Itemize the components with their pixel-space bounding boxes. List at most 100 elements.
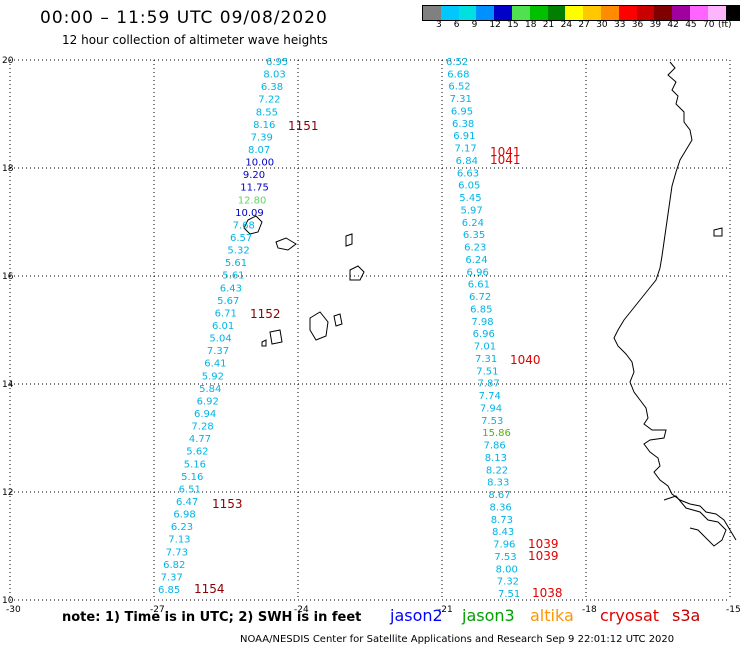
- map-subtitle: 12 hour collection of altimeter wave hei…: [62, 33, 328, 47]
- wave-height-value: 5.67: [217, 296, 239, 307]
- pass-time-label: 1041: [490, 145, 521, 159]
- island-7: [269, 329, 283, 345]
- wave-height-value: 8.03: [263, 70, 285, 81]
- wave-height-value: 6.24: [465, 255, 487, 266]
- legend-swatch: [672, 6, 690, 20]
- wave-height-value: 6.92: [197, 396, 219, 407]
- pass-time-label: 1154: [194, 582, 225, 596]
- island-8: [261, 339, 267, 347]
- legend-swatch: [529, 6, 548, 20]
- wave-height-value: 5.84: [199, 384, 221, 395]
- pass-time-label: 1039: [528, 537, 559, 551]
- legend-swatch: [583, 6, 601, 20]
- pass-time-label: 1038: [532, 586, 563, 600]
- wave-height-value: 11.75: [240, 183, 269, 194]
- legend-unit: (ft): [718, 20, 732, 30]
- wave-height-value: 6.96: [473, 329, 495, 340]
- wave-height-value: 5.32: [227, 246, 249, 257]
- wave-height-value: 7.87: [477, 379, 499, 390]
- island-4: [349, 265, 365, 281]
- wave-height-value: 5.16: [181, 472, 203, 483]
- legend-swatch: [458, 6, 477, 20]
- wave-height-value: 7.51: [476, 366, 498, 377]
- wave-height-value: 5.45: [459, 193, 481, 204]
- island-1: [243, 215, 263, 235]
- y-tick-label: 18: [2, 164, 14, 174]
- wave-height-value: 6.05: [458, 181, 480, 192]
- legend-swatch: [547, 6, 566, 20]
- legend-label: 39: [649, 20, 662, 30]
- legend-swatch: [494, 6, 512, 20]
- legend-label: 36: [631, 20, 644, 30]
- wave-height-value: 8.22: [486, 465, 508, 476]
- wave-height-value: 7.31: [450, 94, 472, 105]
- wave-height-value: 6.85: [158, 585, 180, 596]
- wave-height-value: 8.13: [485, 453, 507, 464]
- wave-height-value: 6.24: [462, 218, 484, 229]
- x-tick-label: -24: [294, 605, 309, 615]
- wave-height-value: 10.09: [235, 208, 264, 219]
- wave-height-value: 6.41: [204, 359, 226, 370]
- legend-swatch: [511, 6, 530, 20]
- legend-swatch: [423, 6, 441, 20]
- wave-height-value: 8.36: [490, 502, 512, 513]
- y-tick-label: 10: [2, 596, 14, 606]
- x-tick-label: -27: [150, 605, 165, 615]
- track-a-values: 6.95 8.036.38 7.228.55 8.167.39 8.07 10.009.2…: [158, 57, 288, 596]
- wave-height-value: 6.51: [179, 484, 201, 495]
- legend-label: 45: [685, 20, 697, 30]
- island-3: [345, 233, 353, 247]
- wave-height-value: 7.31: [475, 354, 497, 365]
- footer-credit: NOAA/NESDIS Center for Satellite Applica…: [240, 634, 675, 645]
- wave-height-value: 6.91: [453, 131, 475, 142]
- wave-height-value: 6.35: [463, 230, 485, 241]
- wave-height-value: 7.37: [207, 346, 229, 357]
- legend-label: 6: [453, 20, 460, 30]
- legend-swatch: [689, 6, 708, 20]
- legend-label: 12: [489, 20, 501, 30]
- wave-height-value: 5.61: [222, 271, 244, 282]
- wave-height-value: 6.23: [171, 522, 193, 533]
- wave-height-value: 6.95: [266, 57, 288, 68]
- legend-swatch: [440, 6, 459, 20]
- wave-height-value: 7.22: [258, 95, 280, 106]
- wave-height-value: 7.94: [480, 403, 502, 414]
- wave-height-value: 10.00: [245, 158, 274, 169]
- pass-time-label: 1040: [510, 353, 541, 367]
- x-tick-label: -18: [582, 605, 597, 615]
- wave-height-value: 6.95: [451, 106, 473, 117]
- legend-label: 70: [703, 20, 715, 30]
- footer-note: note: 1) Time is in UTC; 2) SWH is in fe…: [62, 610, 362, 625]
- pass-time-label: 1151: [288, 119, 319, 133]
- wave-height-value: 6.61: [468, 280, 490, 291]
- y-tick-label: 20: [2, 56, 14, 66]
- y-tick-label: 14: [2, 380, 14, 390]
- wave-height-value: 6.52: [448, 82, 470, 93]
- legend-label: 42: [667, 20, 679, 30]
- satellite-jason2: jason2: [390, 606, 443, 625]
- track-b-values: 6.526.686.527.316.956.386.917.176.846.63…: [446, 57, 520, 600]
- legend-swatch: [707, 6, 726, 20]
- legend-swatch: [636, 6, 655, 20]
- wave-height-value: 7.68: [233, 220, 255, 231]
- wave-height-value: 8.00: [496, 564, 518, 575]
- wave-height-value: 6.38: [452, 119, 474, 130]
- legend-label: 27: [578, 20, 590, 30]
- wave-height-value: 6.23: [464, 243, 486, 254]
- wave-height-value: 6.98: [173, 510, 195, 521]
- wave-height-value: 6.63: [457, 168, 479, 179]
- wave-height-value: 6.52: [446, 57, 468, 68]
- wave-height-value: 9.20: [243, 170, 265, 181]
- wave-height-value: 7.53: [494, 552, 516, 563]
- wave-height-value: 8.67: [488, 490, 510, 501]
- y-tick-label: 12: [2, 488, 13, 498]
- africa-coastline: [613, 61, 737, 541]
- wave-height-value: 5.16: [184, 459, 206, 470]
- x-tick-label: -15: [726, 605, 740, 615]
- wave-height-value: 5.04: [209, 334, 231, 345]
- y-tick-label: 16: [2, 272, 14, 282]
- coast-inlet: [663, 495, 727, 547]
- pass-time-label: 1039: [528, 549, 559, 563]
- wave-height-value: 8.43: [492, 527, 514, 538]
- axis-labels: -30 -27 -24 -21 -18 -15 20 18 16 14 12 10: [2, 56, 740, 615]
